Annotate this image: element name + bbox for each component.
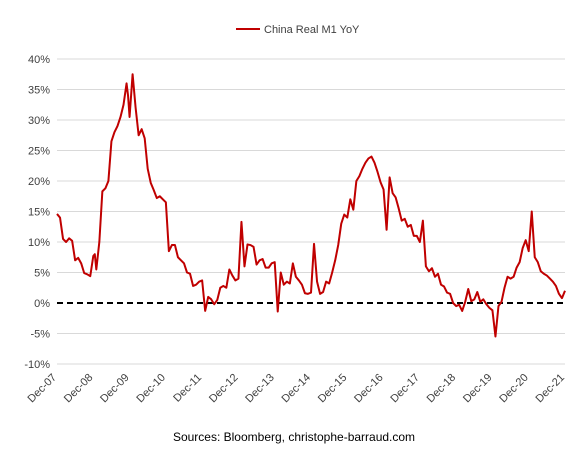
- y-tick-label: 15%: [28, 207, 50, 219]
- legend: China Real M1 YoY: [236, 24, 360, 36]
- y-tick-label: 25%: [28, 146, 50, 158]
- x-tick-label: Dec-08: [62, 372, 96, 406]
- series-line: [56, 73, 566, 338]
- y-tick-label: -10%: [24, 359, 50, 371]
- x-tick-label: Dec-18: [425, 372, 459, 406]
- y-tick-label: 35%: [28, 85, 50, 97]
- x-tick-label: Dec-12: [207, 372, 241, 406]
- x-tick-label: Dec-13: [243, 372, 277, 406]
- y-tick-label: 10%: [28, 237, 50, 249]
- x-tick-label: Dec-10: [134, 372, 168, 406]
- x-tick-label: Dec-15: [316, 372, 350, 406]
- y-tick-label: -5%: [30, 329, 50, 341]
- x-tick-label: Dec-07: [26, 372, 60, 406]
- legend-label: China Real M1 YoY: [264, 24, 360, 36]
- y-tick-label: 20%: [28, 176, 50, 188]
- source-caption: Sources: Bloomberg, christophe-barraud.c…: [172, 430, 416, 444]
- x-tick-label: Dec-11: [171, 372, 204, 405]
- gridlines: [57, 58, 565, 365]
- series-lines: [56, 73, 566, 338]
- x-tick-label: Dec-14: [280, 372, 314, 406]
- x-tick-label: Dec-16: [352, 372, 386, 406]
- x-tick-label: Dec-19: [461, 372, 495, 406]
- y-tick-label: 30%: [28, 115, 50, 127]
- y-tick-label: 5%: [34, 268, 50, 280]
- x-tick-label: Dec-21: [534, 372, 568, 406]
- y-tick-label: 0%: [34, 298, 50, 310]
- x-axis-tick-labels: Dec-07 Dec-08 Dec-09 Dec-10 Dec-11 Dec-12 Dec-…: [26, 372, 568, 406]
- y-tick-label: 40%: [28, 54, 50, 66]
- x-tick-label: Dec-20: [497, 372, 531, 406]
- x-tick-label: Dec-17: [388, 372, 422, 406]
- x-tick-label: Dec-09: [98, 372, 132, 406]
- y-axis-tick-labels: -10% -5% 0% 5% 10% 15% 20% 25% 30% 35% 40%: [24, 54, 50, 371]
